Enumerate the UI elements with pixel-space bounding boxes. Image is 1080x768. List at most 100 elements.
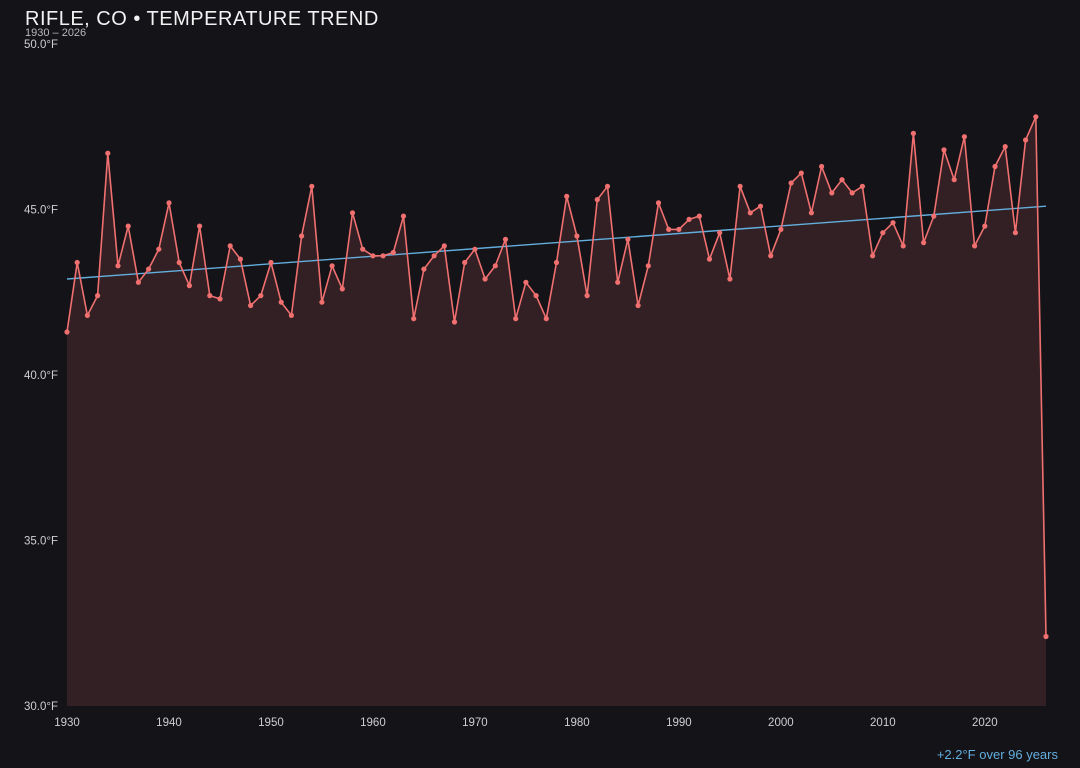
data-point-marker[interactable] xyxy=(564,193,570,199)
data-point-marker[interactable] xyxy=(727,276,733,282)
data-point-marker[interactable] xyxy=(441,243,447,249)
data-point-marker[interactable] xyxy=(319,299,325,305)
data-point-marker[interactable] xyxy=(859,183,866,189)
data-point-marker[interactable] xyxy=(309,183,315,189)
data-point-marker[interactable] xyxy=(757,203,764,209)
data-point-marker[interactable] xyxy=(288,312,294,318)
data-point-marker[interactable] xyxy=(992,163,998,170)
data-point-marker[interactable] xyxy=(941,147,947,153)
data-point-marker[interactable] xyxy=(135,279,141,285)
data-point-marker[interactable] xyxy=(176,259,182,266)
data-point-marker[interactable] xyxy=(523,279,529,285)
data-point-marker[interactable] xyxy=(237,256,243,262)
data-point-marker[interactable] xyxy=(829,190,835,196)
data-point-marker[interactable] xyxy=(676,226,682,232)
data-point-marker[interactable] xyxy=(115,263,121,269)
data-point-marker[interactable] xyxy=(502,236,509,242)
data-point-marker[interactable] xyxy=(217,296,223,302)
data-point-marker[interactable] xyxy=(329,263,335,269)
data-point-marker[interactable] xyxy=(74,259,80,266)
data-point-marker[interactable] xyxy=(706,256,713,262)
data-point-marker[interactable] xyxy=(349,210,356,216)
data-point-marker[interactable] xyxy=(186,283,192,289)
data-point-marker[interactable] xyxy=(747,210,753,216)
x-axis-tick-label: 1990 xyxy=(666,717,692,729)
data-point-marker[interactable] xyxy=(1023,137,1029,143)
data-point-marker[interactable] xyxy=(921,240,927,246)
data-point-marker[interactable] xyxy=(808,210,815,216)
data-point-marker[interactable] xyxy=(615,279,621,285)
data-point-marker[interactable] xyxy=(635,302,641,309)
data-point-marker[interactable] xyxy=(105,150,111,156)
data-point-marker[interactable] xyxy=(431,253,437,259)
data-point-marker[interactable] xyxy=(268,259,274,266)
data-point-marker[interactable] xyxy=(197,223,203,229)
data-point-marker[interactable] xyxy=(625,236,631,242)
data-point-marker[interactable] xyxy=(533,293,539,299)
data-point-marker[interactable] xyxy=(604,183,611,189)
data-point-marker[interactable] xyxy=(156,246,162,252)
data-point-marker[interactable] xyxy=(411,316,417,322)
data-point-marker[interactable] xyxy=(370,253,376,259)
data-point-marker[interactable] xyxy=(1033,114,1039,120)
data-point-marker[interactable] xyxy=(513,316,519,322)
data-point-marker[interactable] xyxy=(278,299,284,305)
data-point-marker[interactable] xyxy=(910,130,917,136)
data-point-marker[interactable] xyxy=(645,263,651,269)
data-point-marker[interactable] xyxy=(462,259,468,266)
data-point-marker[interactable] xyxy=(972,243,978,249)
data-point-marker[interactable] xyxy=(380,253,386,259)
data-point-marker[interactable] xyxy=(880,230,886,236)
data-point-marker[interactable] xyxy=(421,266,427,272)
y-axis-tick-label: 50.0°F xyxy=(24,39,58,51)
data-point-marker[interactable] xyxy=(982,223,988,229)
data-point-marker[interactable] xyxy=(543,316,549,322)
data-point-marker[interactable] xyxy=(472,246,478,252)
data-point-marker[interactable] xyxy=(931,213,937,219)
data-point-marker[interactable] xyxy=(574,233,580,239)
data-point-marker[interactable] xyxy=(166,200,172,206)
data-point-marker[interactable] xyxy=(248,302,254,309)
data-point-marker[interactable] xyxy=(666,226,672,232)
data-point-marker[interactable] xyxy=(798,170,804,176)
data-point-marker[interactable] xyxy=(961,134,968,140)
data-point-marker[interactable] xyxy=(594,197,600,203)
data-point-marker[interactable] xyxy=(686,216,692,222)
data-point-marker[interactable] xyxy=(125,223,131,229)
data-point-marker[interactable] xyxy=(951,177,957,183)
data-point-marker[interactable] xyxy=(492,263,498,269)
data-point-marker[interactable] xyxy=(870,253,876,259)
data-point-marker[interactable] xyxy=(227,243,233,249)
data-point-marker[interactable] xyxy=(1043,633,1049,640)
data-point-marker[interactable] xyxy=(400,213,407,219)
data-point-marker[interactable] xyxy=(839,177,845,183)
data-point-marker[interactable] xyxy=(717,230,723,236)
data-point-marker[interactable] xyxy=(788,180,794,186)
data-point-marker[interactable] xyxy=(84,312,90,318)
data-point-marker[interactable] xyxy=(451,319,458,325)
data-point-marker[interactable] xyxy=(768,253,774,259)
data-point-marker[interactable] xyxy=(299,233,305,239)
data-point-marker[interactable] xyxy=(900,243,906,249)
data-point-marker[interactable] xyxy=(390,249,396,256)
data-point-marker[interactable] xyxy=(207,293,213,299)
data-point-marker[interactable] xyxy=(258,293,264,299)
data-point-marker[interactable] xyxy=(737,183,743,189)
data-point-marker[interactable] xyxy=(482,276,488,282)
data-point-marker[interactable] xyxy=(849,190,855,196)
data-point-marker[interactable] xyxy=(778,226,784,232)
data-point-marker[interactable] xyxy=(95,293,101,299)
data-point-marker[interactable] xyxy=(819,163,825,170)
data-point-marker[interactable] xyxy=(553,259,560,266)
data-point-marker[interactable] xyxy=(339,286,345,292)
data-point-marker[interactable] xyxy=(696,213,702,219)
data-point-marker[interactable] xyxy=(584,293,590,299)
data-point-marker[interactable] xyxy=(655,200,662,206)
data-point-marker[interactable] xyxy=(890,220,896,226)
data-point-marker[interactable] xyxy=(360,246,366,252)
data-point-marker[interactable] xyxy=(146,266,152,272)
data-point-marker[interactable] xyxy=(1002,144,1008,150)
data-point-marker[interactable] xyxy=(64,329,70,335)
series-area-fill xyxy=(67,116,1046,707)
data-point-marker[interactable] xyxy=(1012,230,1019,236)
